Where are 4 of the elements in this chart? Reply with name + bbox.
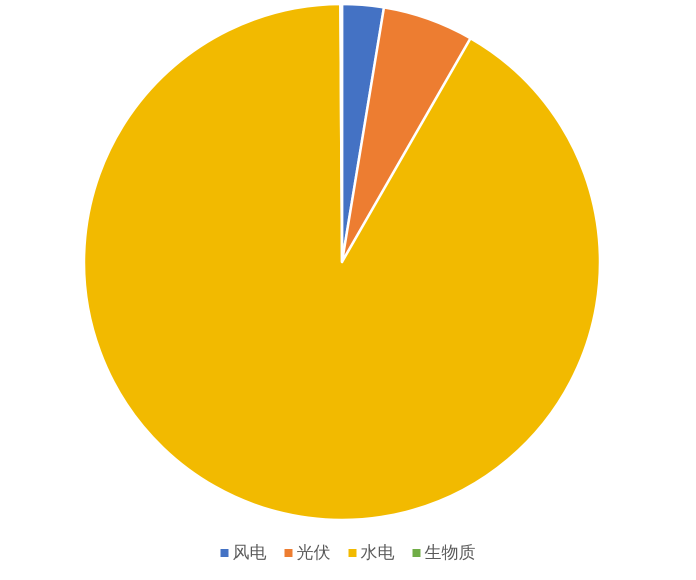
legend-label: 风电 (232, 543, 266, 563)
legend-label: 生物质 (424, 543, 476, 563)
legend-label: 水电 (360, 543, 394, 563)
legend-label: 光伏 (296, 543, 330, 563)
